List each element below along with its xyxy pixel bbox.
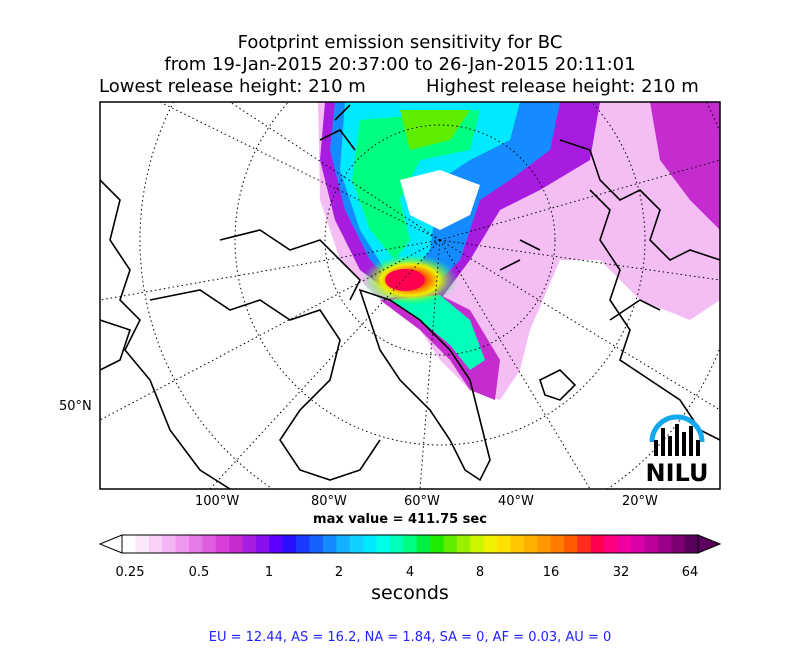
colorbar-cell <box>242 535 257 553</box>
colorbar-cell <box>336 535 351 553</box>
colorbar-cell <box>349 535 364 553</box>
lon-label-40w: 40°W <box>498 494 534 509</box>
colorbar-tick-2: 2 <box>334 565 344 580</box>
colorbar-tick-16: 16 <box>542 565 560 580</box>
colorbar-frame <box>121 534 699 554</box>
colorbar-cell <box>175 535 190 553</box>
colorbar-cell <box>564 535 579 553</box>
lat-label-50n: 50°N <box>59 399 92 414</box>
nilu-arc-logo-icon <box>649 414 705 456</box>
colorbar-cell <box>510 535 525 553</box>
colorbar-cell <box>416 535 431 553</box>
highest-release-height: Highest release height: 210 m <box>426 76 699 97</box>
colorbar-cell <box>430 535 445 553</box>
colorbar-max-arrow <box>697 534 722 554</box>
colorbar-cell <box>617 535 632 553</box>
colorbar-tick-0.25: 0.25 <box>115 565 145 580</box>
colorbar-min-arrow <box>98 534 123 554</box>
lon-label-60w: 60°W <box>404 494 440 509</box>
emission-field <box>318 102 720 400</box>
colorbar-cell <box>148 535 163 553</box>
lowest-release-height: Lowest release height: 210 m <box>99 76 366 97</box>
colorbar-cell <box>162 535 177 553</box>
colorbar-cell <box>604 535 619 553</box>
colorbar-cell <box>255 535 270 553</box>
title-line-2: from 19-Jan-2015 20:37:00 to 26-Jan-2015… <box>164 54 636 75</box>
colorbar-cell <box>523 535 538 553</box>
colorbar-cell <box>537 535 552 553</box>
colorbar-cell <box>309 535 324 553</box>
lon-label-20w: 20°W <box>622 494 658 509</box>
lon-label-100w: 100°W <box>195 494 240 509</box>
colorbar-cell <box>376 535 391 553</box>
colorbar-cell <box>483 535 498 553</box>
title-line-1: Footprint emission sensitivity for BC <box>237 32 563 53</box>
max-value-label: max value = 411.75 sec <box>313 512 487 527</box>
colorbar-cell <box>590 535 605 553</box>
colorbar-tick-1: 1 <box>264 565 274 580</box>
graticule <box>100 102 720 489</box>
coastlines <box>100 104 720 489</box>
colorbar-cell <box>403 535 418 553</box>
colorbar-cell <box>497 535 512 553</box>
colorbar-cell <box>443 535 458 553</box>
colorbar-cell <box>631 535 646 553</box>
colorbar-tick-0.5: 0.5 <box>188 565 210 580</box>
lon-label-80w: 80°W <box>311 494 347 509</box>
colorbar-cell <box>269 535 284 553</box>
colorbar-cell <box>456 535 471 553</box>
colorbar-tick-32: 32 <box>612 565 630 580</box>
colorbar-cell <box>470 535 485 553</box>
region-summary: EU = 12.44, AS = 16.2, NA = 1.84, SA = 0… <box>208 630 612 645</box>
nilu-logo-text: NILU <box>646 459 709 487</box>
colorbar-cell <box>322 535 337 553</box>
colorbar-tick-4: 4 <box>405 565 415 580</box>
colorbar-cell <box>296 535 311 553</box>
colorbar-cell <box>671 535 686 553</box>
colorbar-cell <box>550 535 565 553</box>
colorbar-cell <box>215 535 230 553</box>
colorbar-cell <box>282 535 297 553</box>
colorbar-cell <box>389 535 404 553</box>
colorbar-cell <box>202 535 217 553</box>
colorbar-cell <box>188 535 203 553</box>
colorbar-cell <box>577 535 592 553</box>
colorbar-cell <box>657 535 672 553</box>
colorbar-title: seconds <box>371 582 449 604</box>
colorbar-cell <box>363 535 378 553</box>
colorbar-cell <box>229 535 244 553</box>
colorbar-cell <box>644 535 659 553</box>
colorbar-cell <box>135 535 150 553</box>
map-frame <box>99 101 721 490</box>
colorbar-tick-64: 64 <box>681 565 699 580</box>
colorbar-tick-8: 8 <box>475 565 485 580</box>
colorbar-cell <box>122 535 136 553</box>
colorbar-cell <box>684 535 699 553</box>
